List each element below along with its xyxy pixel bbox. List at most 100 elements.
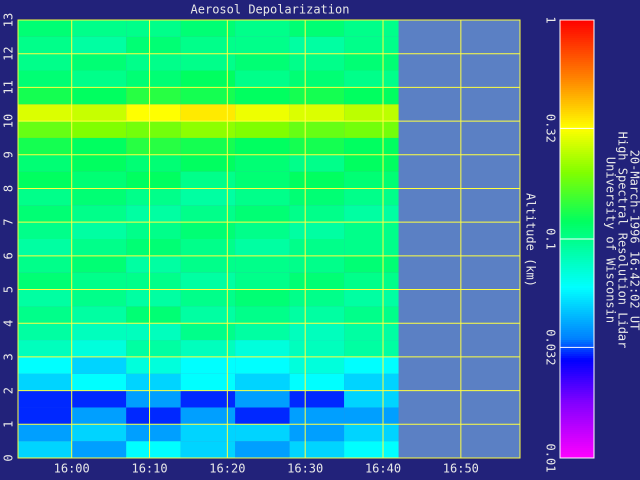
- colorbar-segment: [560, 350, 594, 352]
- heatmap-cell: [126, 441, 181, 458]
- y-tick-label: 3: [2, 353, 16, 360]
- heatmap-cell: [344, 373, 399, 391]
- heatmap-cell: [71, 373, 127, 391]
- heatmap-cell: [180, 137, 236, 155]
- colorbar-segment: [560, 88, 594, 90]
- colorbar-segment: [560, 440, 594, 442]
- colorbar-segment: [560, 292, 594, 294]
- heatmap-cell: [18, 205, 72, 223]
- colorbar-segment: [560, 112, 594, 114]
- heatmap-cell: [180, 441, 236, 458]
- colorbar-segment: [560, 126, 594, 128]
- heatmap-cell: [180, 323, 236, 341]
- x-tick-label: 16:20: [209, 462, 245, 476]
- colorbar-segment: [560, 122, 594, 124]
- heatmap-cell: [71, 407, 127, 425]
- colorbar-segment: [560, 74, 594, 76]
- heatmap-cell: [289, 104, 345, 122]
- colorbar-segment: [560, 422, 594, 424]
- colorbar-segment: [560, 384, 594, 386]
- colorbar-segment: [560, 230, 594, 232]
- colorbar-segment: [560, 316, 594, 318]
- colorbar-segment: [560, 72, 594, 74]
- colorbar-segment: [560, 124, 594, 126]
- heatmap-cell: [344, 53, 399, 71]
- heatmap-cell: [289, 87, 345, 105]
- colorbar-segment: [560, 324, 594, 326]
- colorbar-segment: [560, 452, 594, 454]
- heatmap-cell: [289, 306, 345, 324]
- colorbar-segment: [560, 298, 594, 300]
- heatmap-cell: [18, 53, 72, 71]
- colorbar-segment: [560, 222, 594, 224]
- heatmap-cell: [235, 272, 290, 290]
- colorbar-segment: [560, 140, 594, 142]
- colorbar-segment: [560, 336, 594, 338]
- heatmap-cell: [235, 137, 290, 155]
- colorbar-segment: [560, 104, 594, 106]
- heatmap-cell: [18, 272, 72, 290]
- heatmap-cell: [180, 373, 236, 391]
- colorbar-segment: [560, 46, 594, 48]
- heatmap-cell: [18, 36, 72, 54]
- heatmap-cell: [126, 104, 181, 122]
- colorbar-segment: [560, 78, 594, 80]
- heatmap-cell: [289, 289, 345, 307]
- y-tick-label: 2: [2, 387, 16, 394]
- heatmap-cell: [126, 137, 181, 155]
- heatmap-cell: [71, 239, 127, 256]
- colorbar-segment: [560, 174, 594, 176]
- colorbar-segment: [560, 34, 594, 36]
- heatmap-cell: [180, 171, 236, 189]
- colorbar-tick-label: 0.01: [544, 444, 558, 473]
- colorbar-segment: [560, 138, 594, 140]
- colorbar-tick-label: 1: [544, 16, 558, 23]
- x-tick-label: 16:50: [443, 462, 479, 476]
- colorbar-segment: [560, 152, 594, 154]
- colorbar-segment: [560, 212, 594, 214]
- colorbar-segment: [560, 442, 594, 444]
- heatmap-cell: [344, 390, 399, 408]
- heatmap-cell: [18, 373, 72, 391]
- colorbar-segment: [560, 434, 594, 436]
- heatmap-cell: [126, 407, 181, 425]
- heatmap-cell: [344, 20, 399, 37]
- heatmap-cell: [18, 424, 72, 442]
- colorbar-segment: [560, 150, 594, 152]
- heatmap-cell: [180, 356, 236, 374]
- note: High Spectral Resolution Lidar: [616, 132, 630, 349]
- heatmap-cell: [289, 222, 345, 239]
- colorbar-segment: [560, 208, 594, 210]
- colorbar-segment: [560, 348, 594, 350]
- heatmap-cell: [344, 154, 399, 172]
- colorbar-segment: [560, 90, 594, 92]
- heatmap-cell: [180, 121, 236, 138]
- colorbar-segment: [560, 252, 594, 254]
- y-tick-label: 0: [2, 454, 16, 461]
- heatmap-cell: [18, 154, 72, 172]
- colorbar-segment: [560, 310, 594, 312]
- heatmap-cell: [71, 188, 127, 206]
- colorbar-segment: [560, 426, 594, 428]
- heatmap-cell: [71, 171, 127, 189]
- colorbar-segment: [560, 282, 594, 284]
- colorbar-segment: [560, 194, 594, 196]
- colorbar-segment: [560, 116, 594, 118]
- colorbar-segment: [560, 92, 594, 94]
- heatmap-cell: [180, 390, 236, 408]
- note: 20-March-1996 16:42:02 UT: [628, 150, 640, 331]
- colorbar-segment: [560, 266, 594, 268]
- colorbar-segment: [560, 36, 594, 38]
- heatmap-cell: [180, 407, 236, 425]
- colorbar-segment: [560, 368, 594, 370]
- heatmap-cell: [235, 289, 290, 307]
- colorbar-segment: [560, 60, 594, 62]
- colorbar-segment: [560, 28, 594, 30]
- heatmap-cell: [126, 255, 181, 273]
- heatmap-cell: [126, 171, 181, 189]
- y-tick-label: 7: [2, 219, 16, 226]
- heatmap-cell: [344, 323, 399, 341]
- heatmap-cell: [235, 356, 290, 374]
- heatmap-cell: [71, 137, 127, 155]
- colorbar-segment: [560, 56, 594, 58]
